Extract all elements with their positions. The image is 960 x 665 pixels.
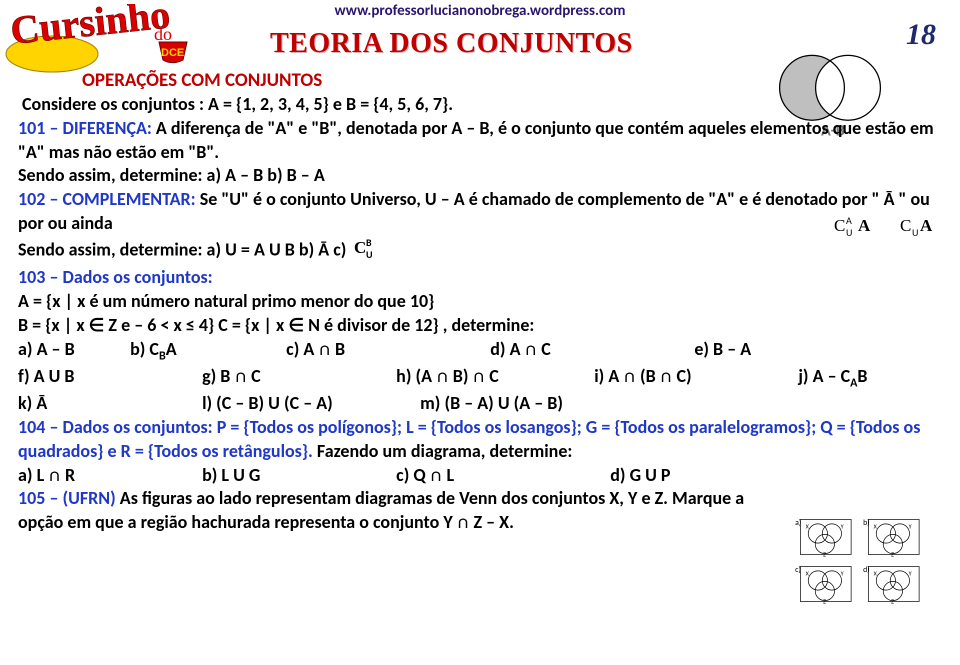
q102-num: 102 – COMPLEMENTAR: [18, 188, 196, 210]
q103-row2: f) A U B g) B ∩ C h) (A ∩ B) ∩ C i) A ∩ … [18, 365, 942, 392]
q102-det: Sendo assim, determine: a) U = A U B b) … [18, 236, 942, 267]
q105: 105 – (UFRN) As figuras ao lado represen… [18, 487, 788, 535]
svg-text:Z: Z [891, 597, 894, 605]
venn-opt-c: c) XYZ [792, 563, 856, 605]
svg-text:Y: Y [841, 569, 844, 577]
main-title: TEORIA DOS CONJUNTOS [270, 28, 633, 60]
svg-text:A: A [920, 216, 933, 235]
math-cua2: CUA [900, 214, 938, 245]
page-root: www.professorlucianonobrega.wordpress.co… [0, 0, 960, 665]
math-cua1: CAUA [834, 214, 878, 245]
q103-B: B = {x | x ∈ Z e – 6 < x ≤ 4} C = {x | x… [18, 314, 942, 338]
svg-text:Y: Y [908, 522, 911, 530]
q103-A: A = {x | x é um número natural primo men… [18, 290, 942, 314]
q102: 102 – COMPLEMENTAR: Se "U" é o conjunto … [18, 188, 942, 236]
q101-num: 101 – DIFERENÇA: [18, 117, 152, 139]
q104: 104 – Dados os conjuntos: P = {Todos os … [18, 416, 942, 464]
svg-text:c): c) [795, 565, 801, 575]
page-number: 18 [906, 18, 936, 52]
svg-text:do: do [154, 24, 172, 44]
q104-row: a) L ∩ R b) L U G c) Q ∩ L d) G U P [18, 464, 942, 488]
q101-text: A diferença de "A" e "B", denotada por A… [18, 117, 934, 163]
q103-row3: k) Ā l) (C – B) U (C – A) m) (B – A) U (… [18, 392, 942, 416]
q105-text: As figuras ao lado representam diagramas… [18, 487, 744, 533]
svg-text:C: C [900, 216, 911, 235]
svg-text:U: U [366, 248, 373, 260]
svg-text:A: A [858, 216, 871, 235]
q103-num: 103 – Dados os conjuntos: [18, 266, 213, 288]
svg-text:Y: Y [841, 522, 844, 530]
venn-opt-a: a) XYZ [792, 516, 856, 558]
q103-row1: a) A – B b) CBA c) A ∩ B d) A ∩ C e) B –… [18, 338, 942, 365]
svg-text:DCE: DCE [161, 47, 184, 59]
q105-num: 105 – (UFRN) [18, 487, 116, 509]
q101: 101 – DIFERENÇA: A diferença de "A" e "B… [18, 117, 942, 165]
q101-det: Sendo assim, determine: a) A – B b) B – … [18, 164, 942, 188]
svg-text:U: U [846, 226, 852, 238]
svg-text:Z: Z [823, 597, 826, 605]
venn-options: a) XYZ b) XYZ c) XYZ d) [792, 516, 942, 610]
svg-text:U: U [912, 226, 918, 238]
q104-tail: Fazendo um diagrama, determine: [317, 440, 572, 462]
venn-opt-b: b) XYZ [860, 516, 924, 558]
q104-num: 104 – [18, 416, 62, 438]
q103: 103 – Dados os conjuntos: [18, 266, 942, 290]
logo-cursinho: Cursinho do DCE [4, 4, 204, 74]
section-title: OPERAÇÕES COM CONJUNTOS [82, 68, 942, 93]
svg-text:C: C [354, 238, 366, 257]
venn-opt-d: d) XYZ [860, 563, 924, 605]
svg-text:C: C [834, 216, 845, 235]
svg-text:Z: Z [891, 550, 894, 558]
content-body: OPERAÇÕES COM CONJUNTOS Considere os con… [18, 68, 942, 535]
consider-line: Considere os conjuntos : A = {1, 2, 3, 4… [22, 93, 942, 117]
svg-text:Y: Y [908, 569, 911, 577]
svg-text:Z: Z [823, 550, 826, 558]
math-cub: CBU [354, 236, 384, 267]
